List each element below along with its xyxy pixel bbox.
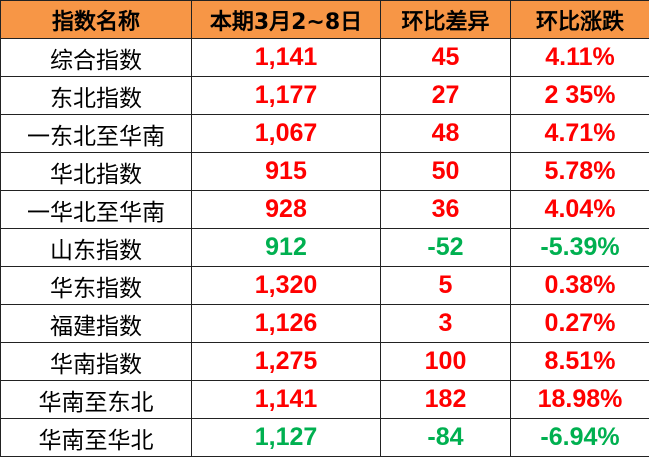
index-name-cell: 华东指数 [0,266,192,305]
index-name-cell: 华南至东北 [0,380,192,419]
diff-cell: -52 [380,228,511,267]
value-cell: 1,320 [191,266,381,305]
header-diff: 环比差异 [380,0,511,39]
value-cell: 1,141 [191,380,381,419]
index-name-cell: 一华北至华南 [0,190,192,229]
change-pct-cell: -6.94% [510,418,649,457]
diff-cell: 3 [380,304,511,343]
value-cell: 1,177 [191,76,381,115]
value-cell: 912 [191,228,381,267]
table-row: 福建指数 1,126 3 0.27% [0,304,649,343]
table-row: 山东指数 912 -52 -5.39% [0,228,649,267]
value-cell: 1,141 [191,38,381,77]
index-name-cell: 华南至华北 [0,418,192,457]
table-row: 华南至华北 1,127 -84 -6.94% [0,418,649,457]
change-pct-cell: 5.78% [510,152,649,191]
index-name-cell: 东北指数 [0,76,192,115]
table-row: 华北指数 915 50 5.78% [0,152,649,191]
change-pct-cell: 18.98% [510,380,649,419]
index-name-cell: 华南指数 [0,342,192,381]
change-pct-cell: 0.27% [510,304,649,343]
table-row: 华南至东北 1,141 182 18.98% [0,380,649,419]
change-pct-cell: 0.38% [510,266,649,305]
index-name-cell: 山东指数 [0,228,192,267]
index-name-cell: 综合指数 [0,38,192,77]
change-pct-cell: 4.11% [510,38,649,77]
diff-cell: 45 [380,38,511,77]
index-name-cell: 华北指数 [0,152,192,191]
index-name-cell: 福建指数 [0,304,192,343]
diff-cell: 48 [380,114,511,153]
change-pct-cell: 2 35% [510,76,649,115]
diff-cell: 36 [380,190,511,229]
change-pct-cell: 8.51% [510,342,649,381]
header-row: 指数名称 本期3月2~8日 环比差异 环比涨跌 [0,0,649,39]
change-pct-cell: 4.04% [510,190,649,229]
diff-cell: 182 [380,380,511,419]
table-row: 一东北至华南 1,067 48 4.71% [0,114,649,153]
change-pct-cell: 4.71% [510,114,649,153]
table-row: 综合指数 1,141 45 4.11% [0,38,649,77]
value-cell: 1,067 [191,114,381,153]
table-row: 东北指数 1,177 27 2 35% [0,76,649,115]
diff-cell: 100 [380,342,511,381]
diff-cell: 27 [380,76,511,115]
value-cell: 1,127 [191,418,381,457]
diff-cell: 5 [380,266,511,305]
table-row: 华南指数 1,275 100 8.51% [0,342,649,381]
table-row: 华东指数 1,320 5 0.38% [0,266,649,305]
value-cell: 915 [191,152,381,191]
header-current-period: 本期3月2~8日 [191,0,381,39]
change-pct-cell: -5.39% [510,228,649,267]
value-cell: 1,126 [191,304,381,343]
table-row: 一华北至华南 928 36 4.04% [0,190,649,229]
diff-cell: -84 [380,418,511,457]
header-index-name: 指数名称 [0,0,192,39]
value-cell: 928 [191,190,381,229]
diff-cell: 50 [380,152,511,191]
value-cell: 1,275 [191,342,381,381]
header-change-pct: 环比涨跌 [510,0,649,39]
index-name-cell: 一东北至华南 [0,114,192,153]
